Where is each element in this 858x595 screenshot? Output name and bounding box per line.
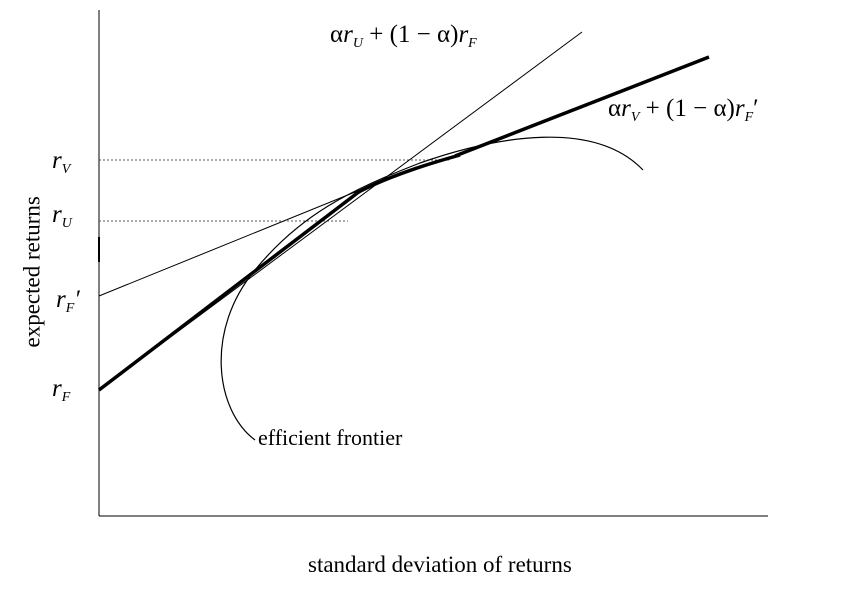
tick-label-rV: rV bbox=[52, 147, 71, 177]
x-axis-title: standard deviation of returns bbox=[308, 552, 572, 577]
line-from-rF-prime bbox=[98, 189, 361, 297]
efficient-frontier-curve bbox=[220, 136, 644, 441]
thick-line-upper bbox=[454, 55, 710, 158]
line-V-equation-label: αrV + (1 − α)rF′ bbox=[608, 95, 759, 125]
tick-label-rF: rF bbox=[52, 375, 71, 405]
efficient-frontier-label: efficient frontier bbox=[258, 425, 403, 450]
tick-label-rF-prime: rF′ bbox=[56, 286, 80, 316]
line-U-equation-label: αrU + (1 − α)rF bbox=[330, 21, 477, 51]
tick-label-rU: rU bbox=[52, 201, 72, 231]
y-axis-title: expected returns bbox=[19, 196, 45, 348]
thick-line-tangent-segment bbox=[354, 153, 461, 196]
thick-line-lower bbox=[97, 189, 362, 392]
